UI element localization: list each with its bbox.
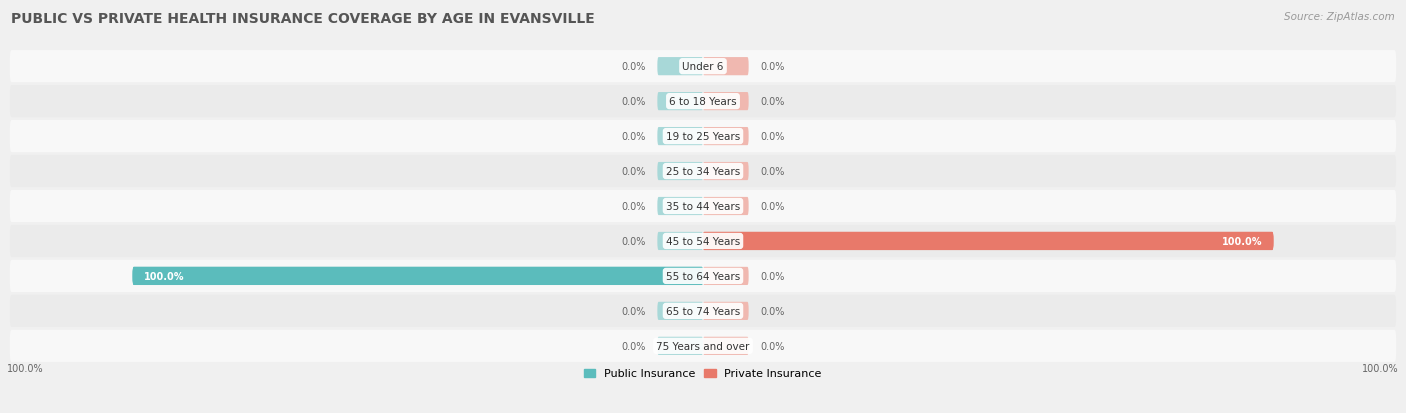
FancyBboxPatch shape (10, 51, 1396, 83)
Text: 19 to 25 Years: 19 to 25 Years (666, 132, 740, 142)
Text: 0.0%: 0.0% (761, 97, 785, 107)
FancyBboxPatch shape (703, 267, 748, 285)
FancyBboxPatch shape (658, 58, 703, 76)
FancyBboxPatch shape (658, 337, 703, 355)
Text: 0.0%: 0.0% (761, 62, 785, 72)
Text: 100.0%: 100.0% (7, 363, 44, 373)
FancyBboxPatch shape (132, 267, 703, 285)
Text: 35 to 44 Years: 35 to 44 Years (666, 202, 740, 211)
FancyBboxPatch shape (10, 295, 1396, 327)
Text: 100.0%: 100.0% (1222, 236, 1263, 247)
FancyBboxPatch shape (10, 330, 1396, 362)
FancyBboxPatch shape (703, 163, 748, 181)
FancyBboxPatch shape (10, 121, 1396, 153)
FancyBboxPatch shape (703, 232, 1274, 250)
FancyBboxPatch shape (658, 302, 703, 320)
FancyBboxPatch shape (658, 197, 703, 216)
Text: 0.0%: 0.0% (761, 306, 785, 316)
Text: 55 to 64 Years: 55 to 64 Years (666, 271, 740, 281)
FancyBboxPatch shape (10, 86, 1396, 118)
FancyBboxPatch shape (703, 58, 748, 76)
FancyBboxPatch shape (703, 197, 748, 216)
Text: 0.0%: 0.0% (761, 341, 785, 351)
FancyBboxPatch shape (703, 302, 748, 320)
Text: Source: ZipAtlas.com: Source: ZipAtlas.com (1284, 12, 1395, 22)
FancyBboxPatch shape (658, 232, 703, 250)
Text: 0.0%: 0.0% (761, 202, 785, 211)
FancyBboxPatch shape (703, 337, 748, 355)
Legend: Public Insurance, Private Insurance: Public Insurance, Private Insurance (579, 364, 827, 383)
Text: 100.0%: 100.0% (143, 271, 184, 281)
Text: 0.0%: 0.0% (761, 271, 785, 281)
FancyBboxPatch shape (658, 128, 703, 146)
Text: 0.0%: 0.0% (761, 132, 785, 142)
Text: 75 Years and over: 75 Years and over (657, 341, 749, 351)
Text: 0.0%: 0.0% (621, 166, 645, 177)
Text: 0.0%: 0.0% (621, 306, 645, 316)
FancyBboxPatch shape (10, 190, 1396, 223)
FancyBboxPatch shape (703, 93, 748, 111)
Text: 0.0%: 0.0% (621, 341, 645, 351)
FancyBboxPatch shape (10, 225, 1396, 257)
Text: 65 to 74 Years: 65 to 74 Years (666, 306, 740, 316)
Text: 0.0%: 0.0% (621, 236, 645, 247)
Text: PUBLIC VS PRIVATE HEALTH INSURANCE COVERAGE BY AGE IN EVANSVILLE: PUBLIC VS PRIVATE HEALTH INSURANCE COVER… (11, 12, 595, 26)
Text: 0.0%: 0.0% (621, 202, 645, 211)
FancyBboxPatch shape (703, 232, 1274, 250)
Text: Under 6: Under 6 (682, 62, 724, 72)
Text: 0.0%: 0.0% (621, 132, 645, 142)
FancyBboxPatch shape (658, 163, 703, 181)
Text: 0.0%: 0.0% (621, 97, 645, 107)
Text: 0.0%: 0.0% (761, 166, 785, 177)
Text: 6 to 18 Years: 6 to 18 Years (669, 97, 737, 107)
FancyBboxPatch shape (658, 93, 703, 111)
FancyBboxPatch shape (703, 128, 748, 146)
Text: 100.0%: 100.0% (1362, 363, 1399, 373)
Text: 0.0%: 0.0% (621, 62, 645, 72)
Text: 25 to 34 Years: 25 to 34 Years (666, 166, 740, 177)
FancyBboxPatch shape (132, 267, 703, 285)
FancyBboxPatch shape (10, 156, 1396, 188)
FancyBboxPatch shape (10, 260, 1396, 292)
Text: 45 to 54 Years: 45 to 54 Years (666, 236, 740, 247)
